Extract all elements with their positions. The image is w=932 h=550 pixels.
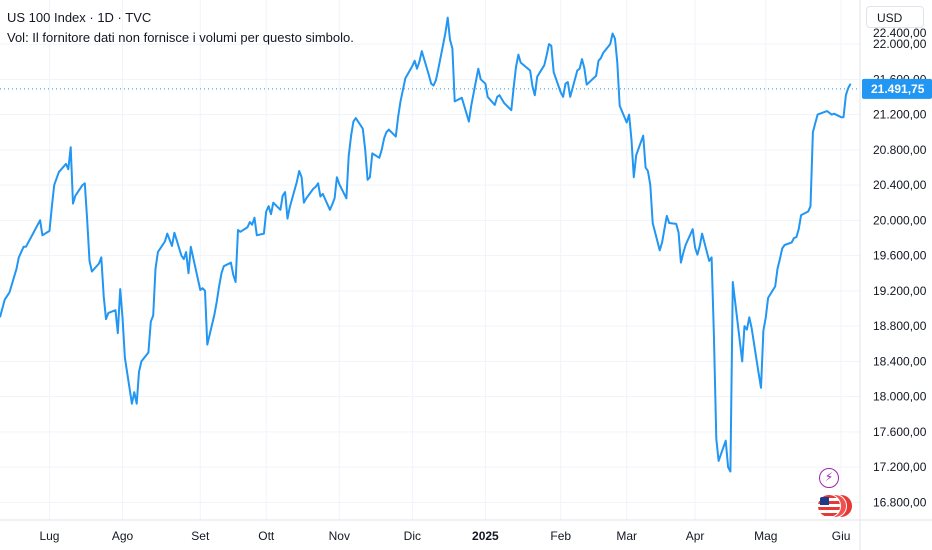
y-tick-label: 18.800,00 — [873, 319, 927, 333]
last-price-layer: 21.491,75 — [0, 78, 932, 99]
last-price-badge — [862, 78, 932, 99]
x-tick-label: Ago — [112, 529, 134, 543]
series-layer — [0, 16, 852, 473]
x-tick-label: Lug — [39, 529, 59, 543]
y-tick-label: 17.600,00 — [873, 425, 927, 439]
price-line-series — [0, 16, 852, 473]
y-tick-label: 19.600,00 — [873, 249, 927, 263]
currency-selector[interactable]: USD — [866, 6, 924, 28]
y-tick-label-partial: 22.400,00 — [873, 26, 927, 40]
y-tick-label: 18.000,00 — [873, 390, 927, 404]
chart-legend: US 100 Index · 1D · TVC Vol: Il fornitor… — [7, 9, 354, 46]
us-flag-events-icon[interactable] — [817, 494, 853, 520]
x-tick-label: Mag — [754, 529, 777, 543]
y-tick-label: 17.200,00 — [873, 460, 927, 474]
symbol-title[interactable]: US 100 Index · 1D · TVC — [7, 10, 152, 25]
lightning-event-icon[interactable]: ⚡ — [819, 468, 839, 488]
x-tick-label: 2025 — [472, 529, 499, 543]
x-tick-label: Nov — [329, 529, 350, 543]
x-tick-label: Dic — [404, 529, 421, 543]
y-tick-label: 16.800,00 — [873, 495, 927, 509]
y-tick-label: 22.000,00 — [873, 37, 927, 51]
y-tick-label: 19.200,00 — [873, 284, 927, 298]
x-tick-label: Set — [191, 529, 210, 543]
y-tick-label: 20.800,00 — [873, 143, 927, 157]
x-tick-label: Mar — [616, 529, 637, 543]
time-axis[interactable]: Lug Ago Set Ott Nov Dic 2025 Feb Mar Apr Mag Giu — [39, 529, 850, 543]
volume-note: Vol: Il fornitore dati non fornisce i vo… — [7, 30, 354, 45]
x-tick-label: Feb — [550, 529, 571, 543]
y-tick-label: 18.400,00 — [873, 354, 927, 368]
x-tick-label: Ott — [258, 529, 275, 543]
last-price-label: 21.491,75 — [871, 82, 925, 96]
x-tick-label: Apr — [686, 529, 705, 543]
y-tick-label: 20.000,00 — [873, 213, 927, 227]
x-tick-label: Giu — [832, 529, 851, 543]
y-tick-label: 21.200,00 — [873, 108, 927, 122]
y-tick-label: 20.400,00 — [873, 178, 927, 192]
price-axis[interactable]: 16.800,00 17.200,00 17.600,00 18.000,00 18.4… — [873, 26, 927, 509]
